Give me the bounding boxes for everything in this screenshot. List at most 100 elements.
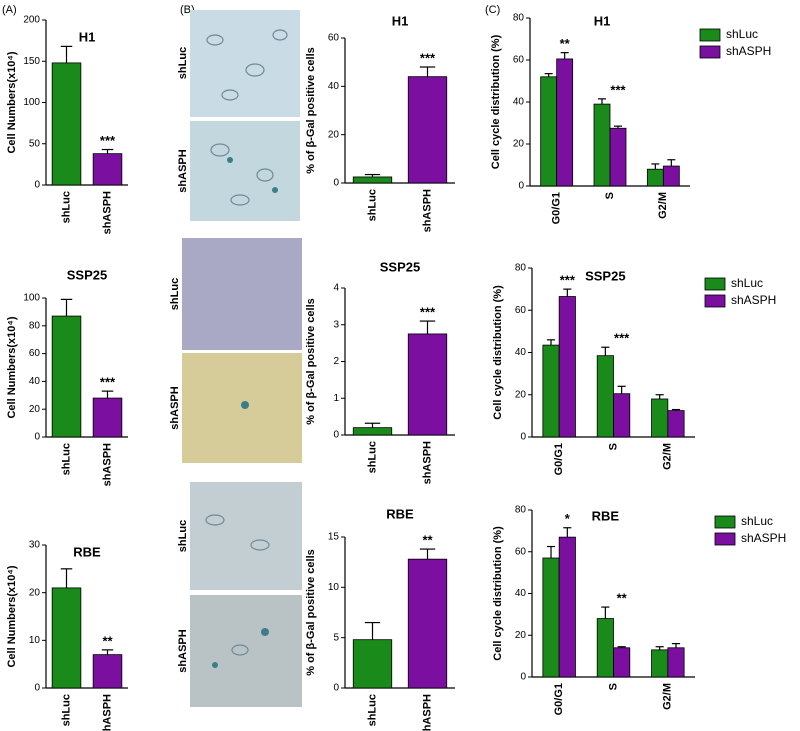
- y-tick-label: 2: [333, 356, 339, 367]
- chart-title: H1: [392, 13, 409, 28]
- micrograph-label: shLuc: [169, 278, 181, 310]
- y-tick-label: 1: [333, 393, 339, 404]
- bar: [651, 398, 669, 438]
- legend-label: shLuc: [731, 276, 763, 290]
- y-tick-label: 60: [29, 348, 41, 359]
- y-axis-label: % of β-Gal positive cells: [305, 298, 317, 425]
- bar: [542, 557, 560, 678]
- bar: [613, 393, 631, 438]
- significance-label: ***: [614, 331, 630, 346]
- y-tick-label: 0: [518, 181, 524, 192]
- y-tick-label: 40: [513, 97, 525, 108]
- micrograph-label: shASPH: [169, 386, 181, 429]
- bar: [407, 333, 448, 436]
- bar: [407, 76, 448, 184]
- x-tick-label: shASPH: [101, 191, 113, 234]
- significance-label: **: [422, 533, 433, 548]
- x-tick-label: shLuc: [60, 694, 72, 726]
- y-tick-label: 60: [515, 546, 527, 557]
- legend-swatch: [704, 277, 726, 291]
- micrograph-label: shLuc: [177, 47, 189, 79]
- micrograph: [190, 482, 302, 590]
- x-tick-label: G0/G1: [553, 683, 565, 715]
- y-tick-label: 150: [23, 56, 40, 67]
- y-tick-label: 10: [328, 582, 340, 593]
- y-axis-label: Cell Numbers(x10⁴): [6, 51, 18, 153]
- y-axis-label: Cell cycle distribution (%): [492, 285, 504, 420]
- micrograph-label: shASPH: [177, 149, 189, 192]
- y-tick-label: 0: [520, 672, 526, 683]
- x-tick-label: shLuc: [366, 441, 378, 473]
- legend-swatch: [714, 515, 736, 529]
- x-tick-label: G2/M: [662, 683, 674, 710]
- bar: [646, 168, 664, 187]
- significance-label: ***: [560, 273, 576, 288]
- legend-label: shLuc: [726, 27, 758, 41]
- y-tick-label: 0: [520, 432, 526, 443]
- y-tick-label: 40: [328, 81, 340, 92]
- y-axis-label: Cell Numbers(x10⁴): [6, 565, 18, 667]
- panel-label: (C): [485, 4, 500, 16]
- micrographs: [182, 10, 302, 707]
- y-tick-label: 30: [29, 540, 41, 551]
- bar: [662, 165, 680, 187]
- x-tick-label: G0/G1: [553, 443, 565, 475]
- micrograph: [190, 121, 300, 221]
- y-tick-label: 20: [29, 587, 41, 598]
- y-tick-label: 0: [34, 432, 40, 443]
- bar: [596, 618, 614, 678]
- y-tick-label: 40: [515, 588, 527, 599]
- significance-label: **: [617, 591, 628, 606]
- y-tick-label: 0: [333, 430, 339, 441]
- bar: [92, 397, 123, 438]
- bar: [593, 103, 611, 187]
- x-tick-label: shASPH: [421, 189, 433, 232]
- y-tick-label: 0: [333, 178, 339, 189]
- y-tick-label: 20: [29, 404, 41, 415]
- bar: [542, 344, 560, 438]
- significance-label: ***: [100, 133, 116, 148]
- significance-label: *: [565, 511, 571, 526]
- bar: [556, 58, 574, 187]
- chart-title: SSP25: [585, 268, 625, 283]
- legend-label: shASPH: [731, 293, 776, 307]
- significance-label: ***: [420, 305, 436, 320]
- y-tick-label: 0: [333, 683, 339, 694]
- significance-label: **: [102, 633, 113, 648]
- significance-label: ***: [420, 50, 436, 65]
- y-tick-label: 80: [515, 263, 527, 274]
- y-tick-label: 80: [513, 13, 525, 24]
- micrograph: [190, 10, 300, 117]
- y-tick-label: 60: [513, 55, 525, 66]
- y-tick-label: 20: [328, 129, 340, 140]
- y-tick-label: 60: [515, 305, 527, 316]
- x-tick-label: G2/M: [662, 443, 674, 470]
- legend-swatch: [714, 532, 736, 546]
- micrograph-label: shLuc: [177, 520, 189, 552]
- bar: [352, 427, 393, 436]
- legend-label: shASPH: [726, 44, 771, 58]
- y-tick-label: 0: [34, 683, 40, 694]
- x-tick-label: S: [604, 192, 616, 199]
- x-tick-label: shASPH: [421, 441, 433, 484]
- x-tick-label: shLuc: [60, 443, 72, 475]
- y-tick-label: 40: [29, 376, 41, 387]
- chart-title: SSP25: [67, 267, 107, 282]
- significance-label: ***: [100, 375, 116, 390]
- micrograph: [190, 595, 302, 707]
- y-tick-label: 60: [328, 33, 340, 44]
- chart-title: H1: [594, 13, 611, 28]
- x-tick-label: G0/G1: [551, 192, 563, 224]
- y-tick-label: 5: [333, 632, 339, 643]
- bar: [613, 647, 631, 678]
- bar: [51, 587, 82, 689]
- bar: [596, 355, 614, 438]
- legend-label: shLuc: [741, 514, 773, 528]
- y-axis-label: % of β-Gal positive cells: [305, 47, 317, 174]
- bar: [51, 315, 82, 438]
- y-tick-label: 100: [23, 293, 40, 304]
- y-tick-label: 50: [29, 138, 41, 149]
- bar: [51, 62, 82, 186]
- micrograph-label: shASPH: [177, 629, 189, 672]
